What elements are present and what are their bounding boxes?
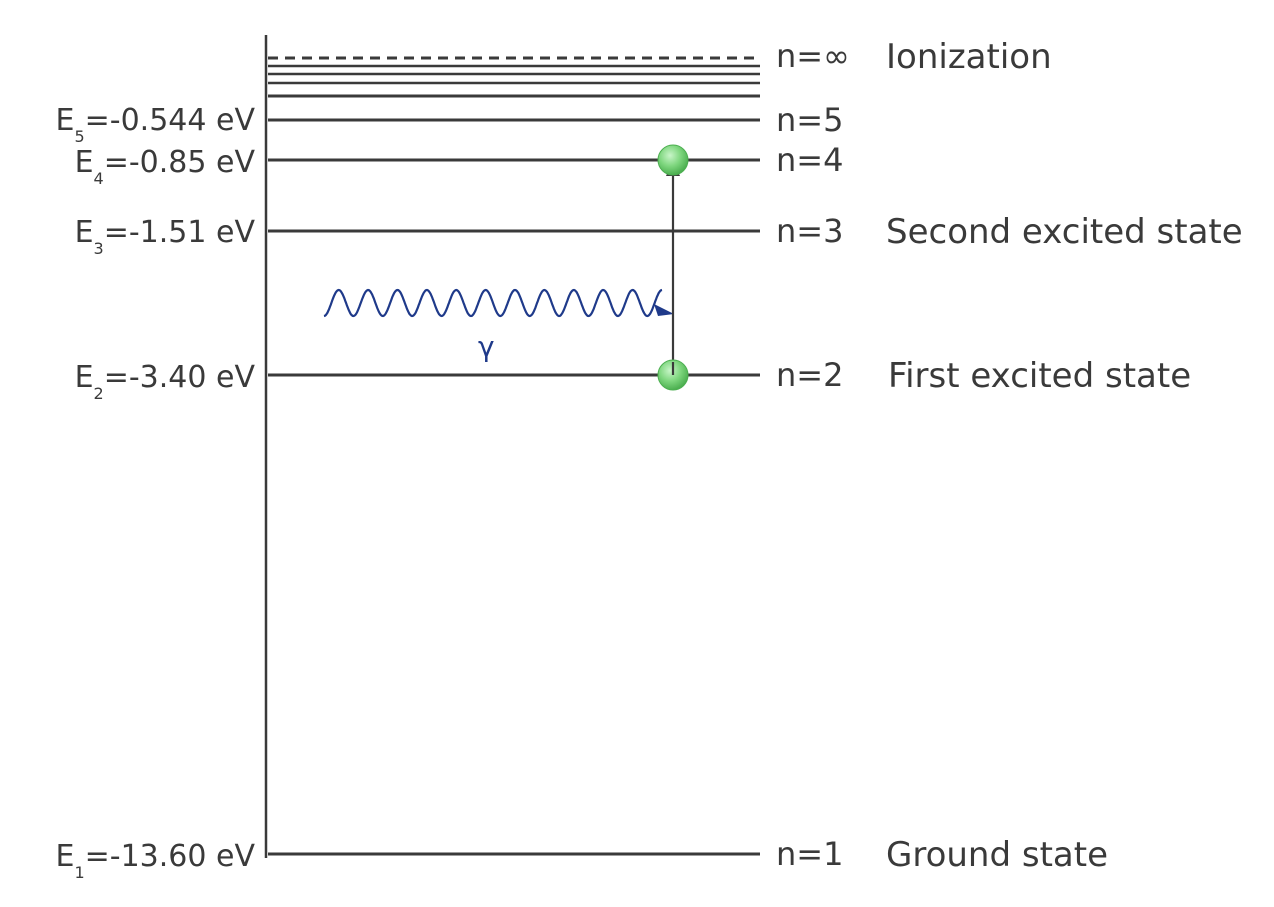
n-label-3: n=3 [776,212,843,250]
energy-label-n2: E2=-3.40 eV [75,360,256,403]
photon-wave [324,290,662,316]
n-label-1: n=1 [776,835,843,873]
electron-n4 [658,145,688,175]
state-label-second-excited: Second excited state [886,212,1243,252]
photon-arrowhead [654,304,674,316]
state-label-first-excited: First excited state [888,356,1191,396]
energy-label-n5: E5=-0.544 eV [55,103,255,146]
state-label-ionization: Ionization [886,37,1052,77]
photon-label: γ [478,330,495,363]
n-label-4: n=4 [776,141,843,179]
energy-label-n1: E1=-13.60 eV [55,839,255,882]
state-label-ground: Ground state [886,835,1108,875]
energy-label-n4: E4=-0.85 eV [75,145,256,188]
energy-label-n3: E3=-1.51 eV [75,215,256,258]
n-label-infinity: n=∞ [776,37,850,75]
n-label-5: n=5 [776,101,843,139]
n-label-2: n=2 [776,356,843,394]
